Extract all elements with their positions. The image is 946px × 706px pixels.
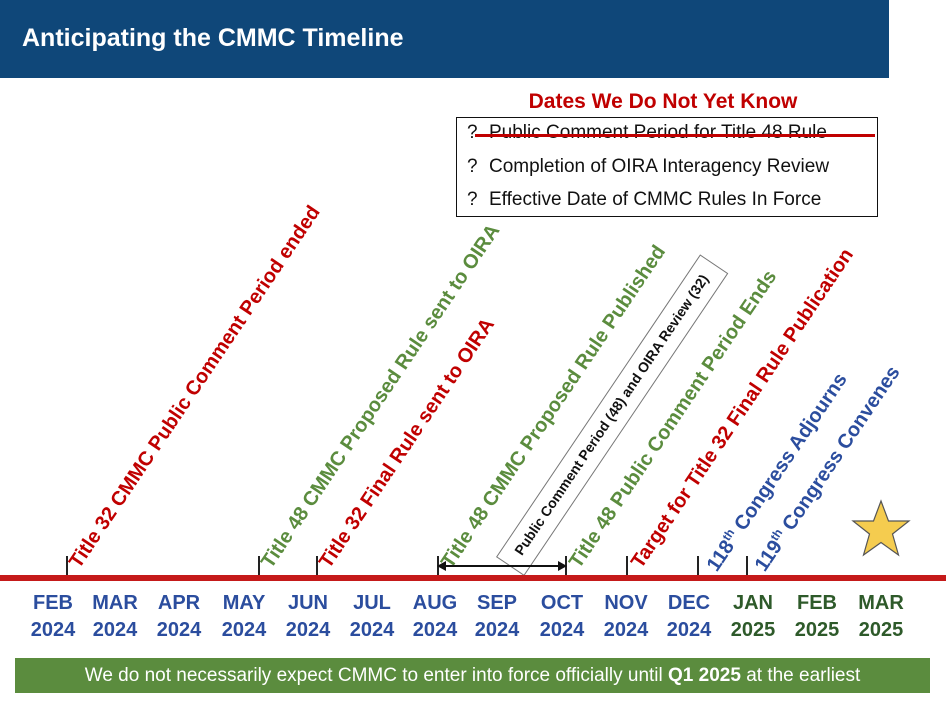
unknown-dates-title: Dates We Do Not Yet Know bbox=[528, 90, 798, 113]
timeline-tick bbox=[746, 556, 748, 575]
footer-text: We do not necessarily expect CMMC to ent… bbox=[15, 658, 930, 693]
page-title: Anticipating the CMMC Timeline bbox=[22, 24, 404, 52]
month-label: DEC 2024 bbox=[659, 590, 719, 644]
month-name: MAY bbox=[222, 592, 266, 614]
month-name: NOV bbox=[604, 592, 648, 614]
month-year: 2025 bbox=[858, 619, 904, 641]
question-mark: ? bbox=[467, 122, 478, 143]
footer-text-end: at the earliest bbox=[740, 665, 861, 686]
month-year: 2024 bbox=[156, 619, 202, 641]
unknown-dates-box: ? Public Comment Period for Title 48 Rule… bbox=[456, 117, 878, 217]
unknown-item-text: Completion of OIRA Interagency Review bbox=[489, 156, 830, 177]
month-label: JUN 2024 bbox=[278, 590, 338, 644]
month-name: JAN bbox=[732, 592, 773, 614]
unknown-item: ? Effective Date of CMMC Rules In Force bbox=[467, 189, 821, 211]
month-label: FEB 2024 bbox=[23, 590, 83, 644]
month-label: JUL 2024 bbox=[342, 590, 402, 644]
month-name: FEB bbox=[33, 592, 73, 614]
month-name: FEB bbox=[797, 592, 837, 614]
month-label: MAY 2024 bbox=[214, 590, 274, 644]
month-year: 2024 bbox=[30, 619, 76, 641]
double-arrow-icon bbox=[437, 561, 567, 571]
month-label: FEB 2025 bbox=[787, 590, 847, 644]
month-name: AUG bbox=[412, 592, 458, 614]
title-banner: Anticipating the CMMC Timeline bbox=[0, 0, 889, 78]
month-label: APR 2024 bbox=[149, 590, 209, 644]
month-name: DEC bbox=[667, 592, 711, 614]
ordinal-number: 119 bbox=[750, 536, 787, 576]
month-year: 2024 bbox=[92, 619, 138, 641]
month-name: MAR bbox=[858, 592, 904, 614]
month-year: 2024 bbox=[539, 619, 585, 641]
month-year: 2024 bbox=[603, 619, 649, 641]
timeline-tick bbox=[258, 556, 260, 575]
month-year: 2024 bbox=[666, 619, 712, 641]
month-year: 2024 bbox=[221, 619, 267, 641]
month-name: APR bbox=[157, 592, 201, 614]
unknown-item: ? Public Comment Period for Title 48 Rule bbox=[467, 122, 827, 144]
unknown-item-text: Public Comment Period for Title 48 Rule bbox=[489, 122, 827, 143]
month-name: JUN bbox=[287, 592, 328, 614]
month-name: JUL bbox=[353, 592, 391, 614]
footer-banner: We do not necessarily expect CMMC to ent… bbox=[15, 658, 930, 693]
strikethrough-line bbox=[475, 134, 875, 137]
timeline-tick bbox=[626, 556, 628, 575]
question-mark: ? bbox=[467, 189, 478, 210]
timeline-tick bbox=[66, 556, 68, 575]
month-year: 2024 bbox=[349, 619, 395, 641]
month-label: NOV 2024 bbox=[596, 590, 656, 644]
month-year: 2024 bbox=[412, 619, 458, 641]
month-label: MAR 2024 bbox=[85, 590, 145, 644]
month-year: 2025 bbox=[730, 619, 776, 641]
month-label: JAN 2025 bbox=[723, 590, 783, 644]
month-label: SEP 2024 bbox=[467, 590, 527, 644]
month-year: 2024 bbox=[474, 619, 520, 641]
unknown-item: ? Completion of OIRA Interagency Review bbox=[467, 156, 829, 178]
ordinal-number: 118 bbox=[702, 536, 739, 576]
unknown-item-text: Effective Date of CMMC Rules In Force bbox=[489, 189, 822, 210]
month-name: SEP bbox=[476, 592, 518, 614]
timeline-bar bbox=[0, 575, 946, 581]
month-label: OCT 2024 bbox=[532, 590, 592, 644]
month-year: 2025 bbox=[794, 619, 840, 641]
timeline-tick bbox=[316, 556, 318, 575]
question-mark: ? bbox=[467, 156, 478, 177]
footer-text-start: We do not necessarily expect CMMC to ent… bbox=[84, 665, 669, 686]
timeline-tick bbox=[697, 556, 699, 575]
month-label: AUG 2024 bbox=[405, 590, 465, 644]
month-label: MAR 2025 bbox=[851, 590, 911, 644]
month-year: 2024 bbox=[285, 619, 331, 641]
star-icon bbox=[851, 499, 911, 557]
month-name: MAR bbox=[92, 592, 138, 614]
month-name: OCT bbox=[540, 592, 584, 614]
footer-emphasis: Q1 2025 bbox=[668, 665, 741, 686]
